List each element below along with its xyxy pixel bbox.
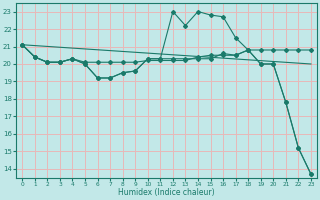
X-axis label: Humidex (Indice chaleur): Humidex (Indice chaleur) [118,188,215,197]
